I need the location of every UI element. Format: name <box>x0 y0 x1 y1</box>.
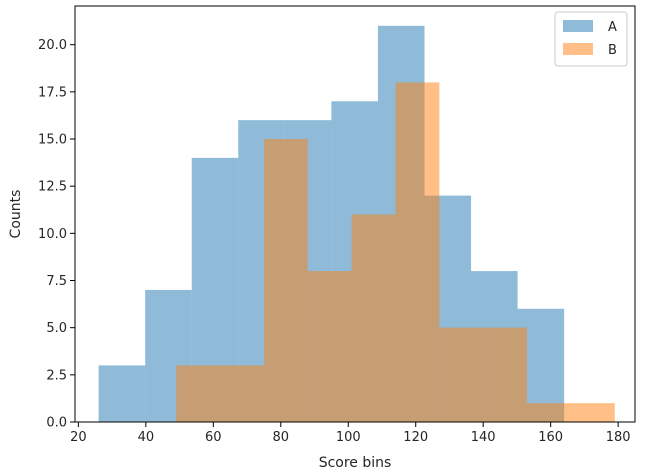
bar-b-6 <box>439 327 484 422</box>
bar-b-9 <box>570 403 615 422</box>
y-tick-label: 0.0 <box>46 416 67 431</box>
legend-swatch-b <box>563 43 593 55</box>
bar-b-3 <box>307 271 352 422</box>
y-tick-label: 17.5 <box>38 85 67 100</box>
y-tick-label: 7.5 <box>46 274 67 289</box>
legend: A B <box>554 11 628 67</box>
x-tick-label: 160 <box>538 430 563 445</box>
bar-b-5 <box>395 82 440 422</box>
y-tick-label: 5.0 <box>46 321 67 336</box>
bar-b-1 <box>220 365 264 422</box>
plot-frame <box>74 5 636 423</box>
series-b-bars <box>176 82 615 422</box>
bar-b-8 <box>527 403 571 422</box>
y-tick-label: 20.0 <box>38 38 67 53</box>
y-tick-label: 15.0 <box>38 133 67 148</box>
y-tick-label: 12.5 <box>38 180 67 195</box>
y-axis-ticks: 0.0 2.5 5.0 7.5 10.0 12.5 15.0 17.5 20.0 <box>38 38 75 431</box>
legend-label-a: A <box>608 20 617 35</box>
bar-b-0 <box>176 365 221 422</box>
legend-label-b: B <box>608 43 617 58</box>
x-tick-label: 20 <box>70 430 87 445</box>
x-tick-label: 80 <box>273 430 290 445</box>
x-tick-label: 140 <box>471 430 496 445</box>
x-axis-ticks: 20 40 60 80 100 120 140 160 180 <box>70 422 631 445</box>
x-tick-label: 180 <box>606 430 631 445</box>
x-tick-label: 60 <box>205 430 222 445</box>
legend-swatch-a <box>563 20 593 32</box>
x-axis-label: Score bins <box>319 455 392 471</box>
x-tick-label: 120 <box>403 430 428 445</box>
x-tick-label: 40 <box>138 430 155 445</box>
bar-a-0 <box>98 365 146 422</box>
y-tick-label: 10.0 <box>38 227 67 242</box>
bar-b-4 <box>351 214 396 422</box>
y-tick-label: 2.5 <box>46 368 67 383</box>
bar-b-7 <box>483 327 528 422</box>
bar-b-2 <box>263 139 308 422</box>
y-axis-label: Counts <box>8 190 24 239</box>
x-tick-label: 100 <box>336 430 361 445</box>
